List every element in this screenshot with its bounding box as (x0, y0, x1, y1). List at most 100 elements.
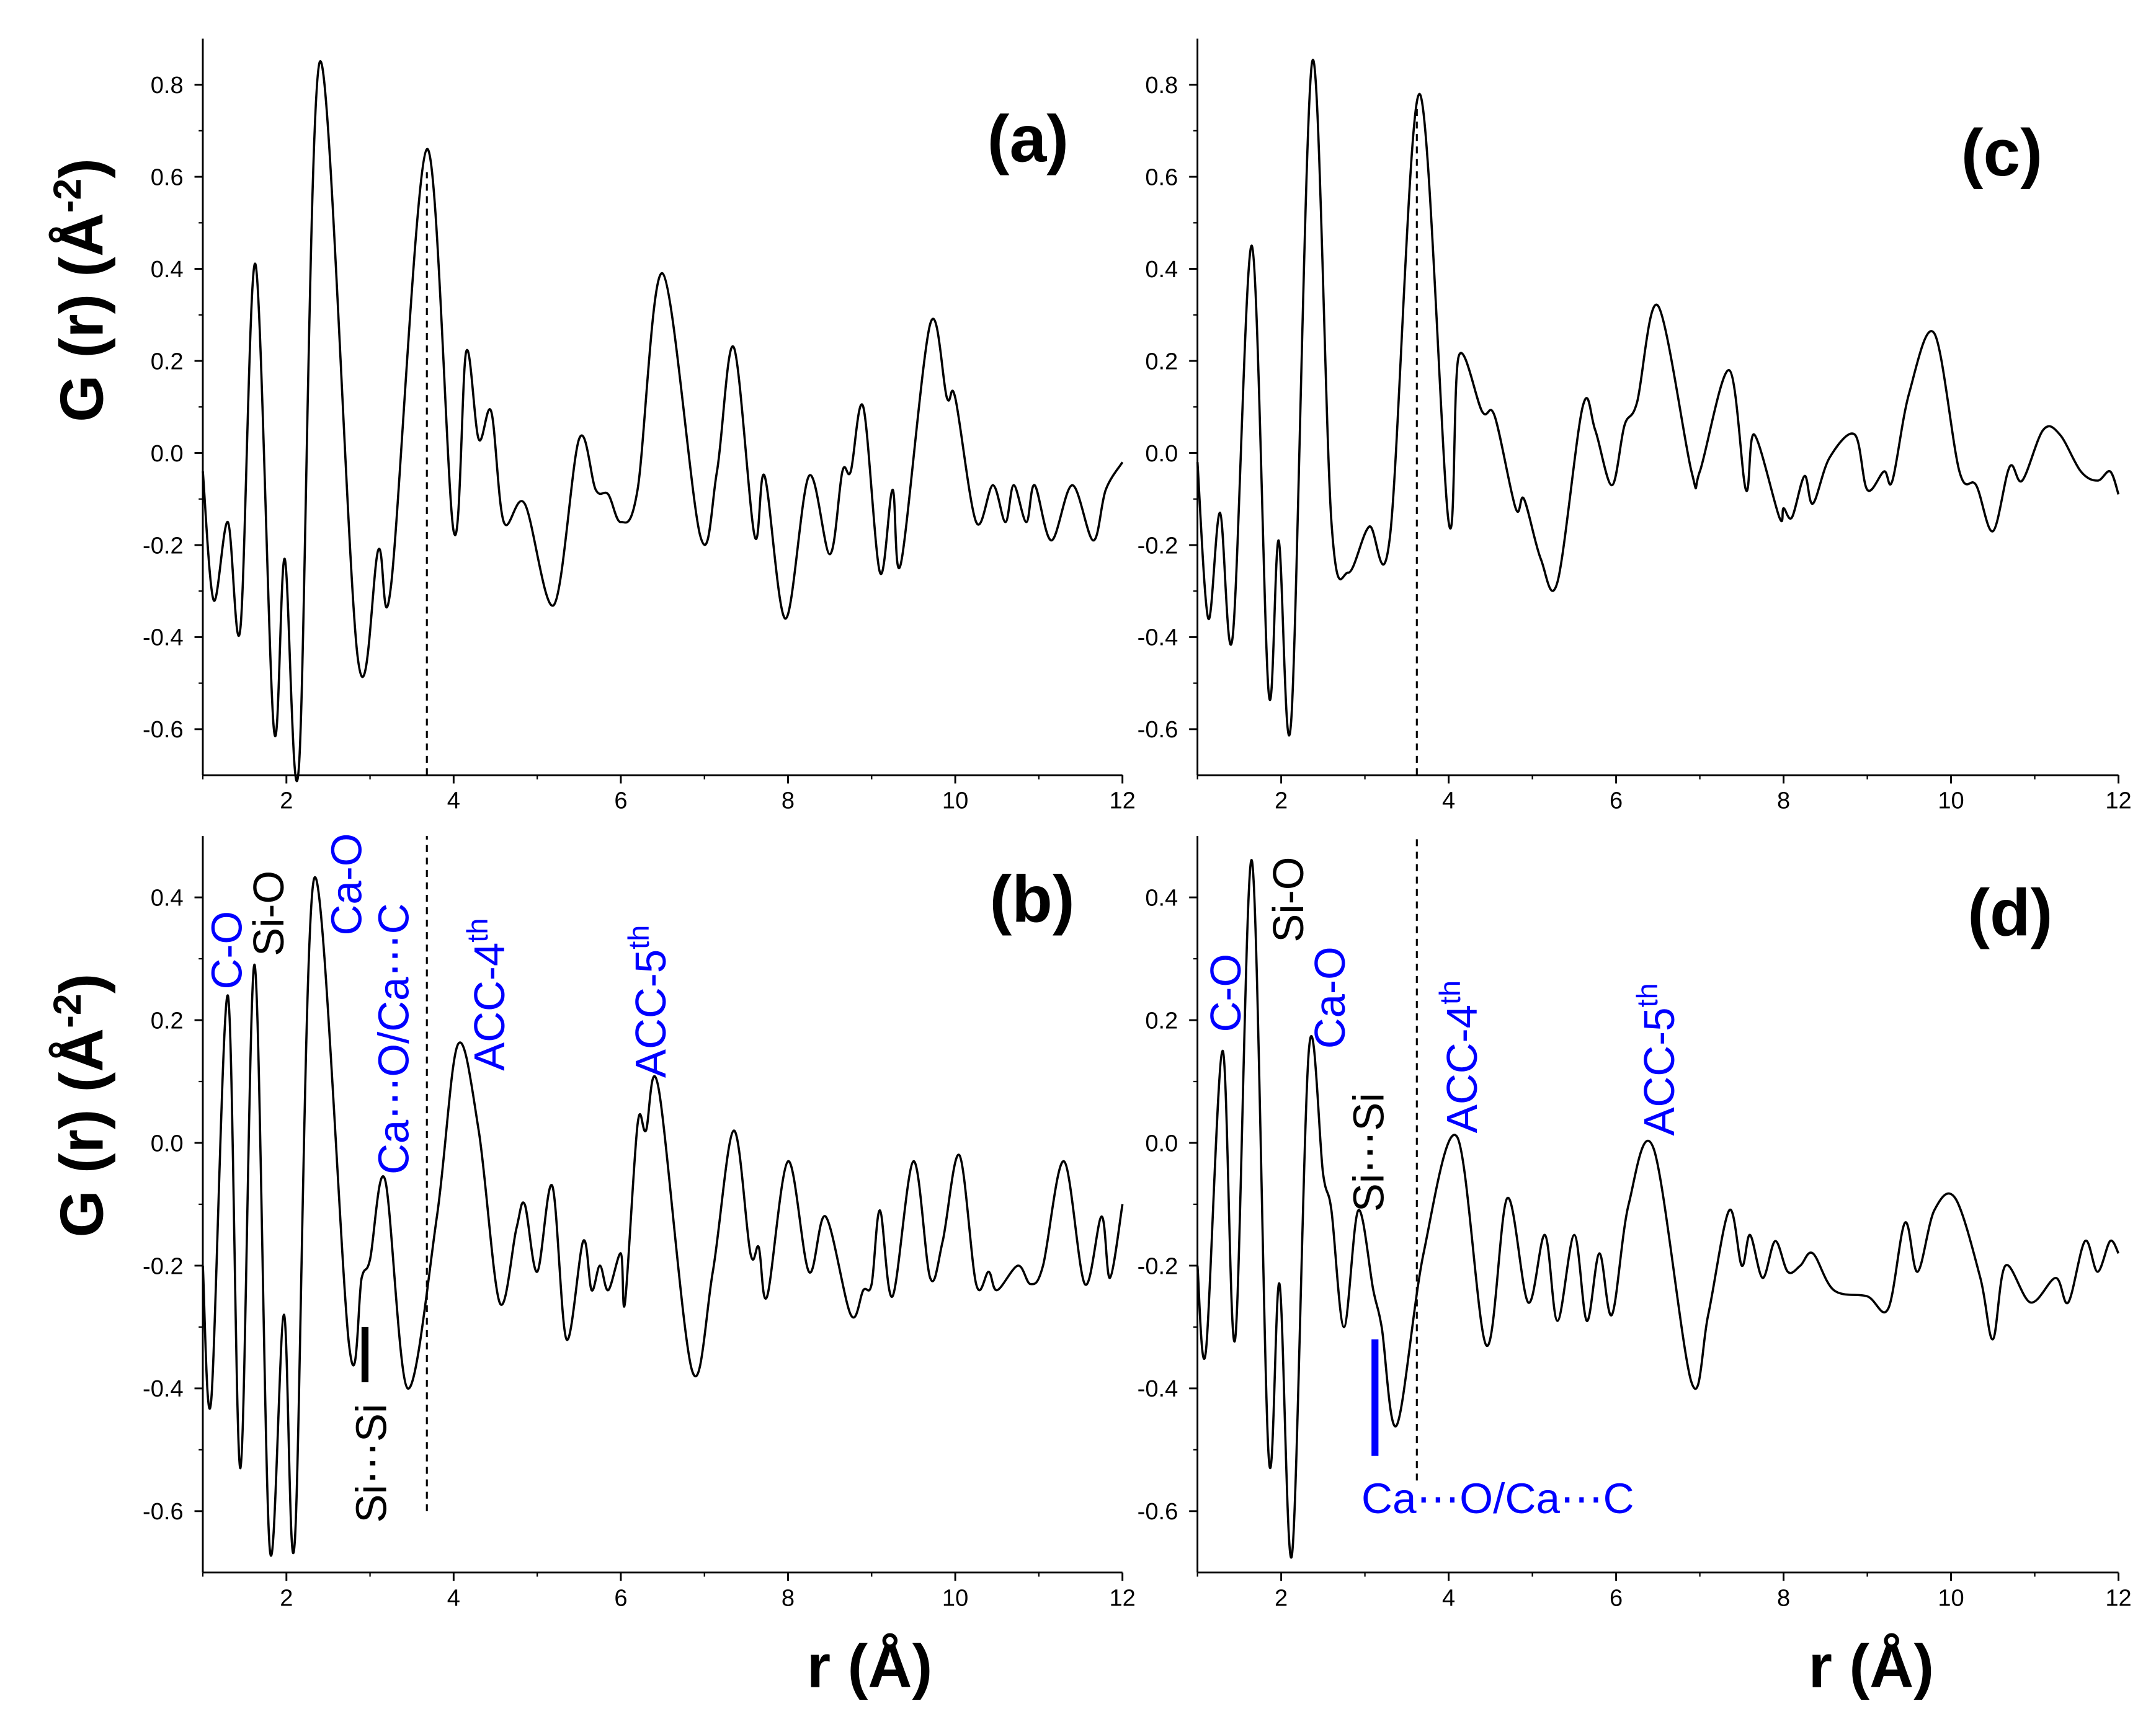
y-tick-label: 0.2 (1145, 349, 1178, 375)
x-tick-label: 8 (1777, 788, 1790, 814)
y-axis-label-sup: -2 (46, 179, 89, 213)
y-tick-label: 0.4 (1145, 257, 1178, 283)
annotation: ACC-4th (1434, 980, 1486, 1133)
annotation-text: C-O (203, 911, 251, 990)
panel: -0.6 -0.4 -0.2 0.0 0.2 0.4 2 4 6 8 10 12 (b) G (r) (Å… (46, 833, 1136, 1700)
y-tick-label: 0.8 (1145, 73, 1178, 99)
data-line (1196, 58, 2120, 737)
x-tick-label: 10 (1938, 788, 1964, 814)
annotation-sup: th (1631, 983, 1664, 1007)
x-tick-label: 8 (782, 788, 795, 814)
y-tick-label: -0.2 (1138, 533, 1178, 559)
x-tick-label: 6 (614, 788, 627, 814)
y-tick-label: 0.4 (151, 886, 184, 912)
y-tick-label: -0.4 (143, 1376, 184, 1402)
y-tick-label: 0.2 (151, 1008, 184, 1034)
x-tick-label: 12 (2105, 788, 2131, 814)
x-axis-label: r (Å) (807, 1632, 933, 1700)
annotation: Si⋯Si (347, 1404, 395, 1523)
x-tick-label: 4 (1442, 1585, 1455, 1611)
x-tick-label: 8 (1777, 1585, 1790, 1611)
x-tick-label: 2 (1275, 788, 1288, 814)
y-tick-label: -0.2 (143, 1253, 184, 1279)
annotation: ACC-5th (1631, 983, 1683, 1135)
y-tick-label: 0.2 (151, 349, 184, 375)
annotation: C-O (203, 911, 251, 990)
annotation: Si-O (1264, 857, 1312, 943)
x-tick-label: 2 (280, 1585, 293, 1611)
panel: -0.6 -0.4 -0.2 0.0 0.2 0.4 0.6 0.8 2 4 6 8 10 12 (c) (1138, 38, 2132, 814)
annotation-sup: th (623, 925, 655, 949)
annotation-sup: th (461, 918, 494, 943)
annotation: Ca⋯O/Ca⋯C (369, 903, 417, 1175)
annotation-text: Ca⋯O/Ca⋯C (369, 903, 417, 1175)
annotation-text: Si-O (1264, 857, 1312, 943)
annotation-text: ACC-4 (1438, 1005, 1486, 1133)
y-tick-label: -0.6 (143, 717, 184, 743)
annotation: C-O (1201, 954, 1250, 1033)
panel-label: (a) (987, 102, 1069, 176)
x-tick-label: 8 (782, 1585, 795, 1611)
x-tick-label: 10 (1938, 1585, 1964, 1611)
data-line (1196, 859, 2120, 1559)
y-tick-label: 0.2 (1145, 1008, 1178, 1034)
x-tick-label: 4 (447, 1585, 460, 1611)
annotation-text: C-O (1201, 954, 1250, 1033)
y-tick-label: 0.4 (151, 257, 184, 283)
y-axis-label-text: G (r) (Å (48, 213, 116, 422)
y-tick-label: -0.4 (143, 625, 184, 651)
y-tick-label: -0.4 (1138, 625, 1178, 651)
annotation-text: Ca⋯O/Ca⋯C (1361, 1474, 1634, 1522)
annotation: Si⋯Si (1345, 1093, 1393, 1212)
x-tick-label: 6 (614, 1585, 627, 1611)
annotation-text: Si⋯Si (1345, 1093, 1393, 1212)
y-tick-label: -0.4 (1138, 1376, 1178, 1402)
x-tick-label: 6 (1610, 788, 1623, 814)
x-tick-label: 2 (280, 788, 293, 814)
x-tick-label: 10 (942, 1585, 968, 1611)
x-tick-label: 12 (1109, 788, 1135, 814)
y-tick-label: -0.6 (1138, 717, 1178, 743)
panel: -0.6 -0.4 -0.2 0.0 0.2 0.4 2 4 6 8 10 12 (d) r (Å) C-O… (1138, 836, 2132, 1700)
y-tick-label: 0.6 (1145, 165, 1178, 191)
annotation-text: Si⋯Si (347, 1404, 395, 1523)
y-tick-label: 0.0 (1145, 1130, 1178, 1157)
y-tick-label: -0.2 (143, 533, 184, 559)
annotation-text: ACC-4 (465, 943, 514, 1071)
x-tick-label: 12 (1109, 1585, 1135, 1611)
data-line (202, 60, 1124, 783)
y-tick-label: 0.0 (1145, 441, 1178, 467)
y-axis-label-sup: -2 (46, 993, 89, 1028)
y-axis-label-end: ) (48, 974, 116, 994)
annotation: Ca-O (1306, 946, 1354, 1049)
y-tick-label: 0.0 (151, 1130, 184, 1157)
annotation: ACC-4th (461, 918, 514, 1071)
y-axis-label-end: ) (48, 158, 116, 179)
x-tick-label: 12 (2105, 1585, 2131, 1611)
x-tick-label: 6 (1610, 1585, 1623, 1611)
y-tick-label: -0.6 (143, 1499, 184, 1525)
annotation-text: Ca-O (322, 833, 370, 936)
y-tick-label: -0.2 (1138, 1253, 1178, 1279)
annotation-sup: th (1434, 980, 1466, 1005)
x-tick-label: 10 (942, 788, 968, 814)
annotation: Ca⋯O/Ca⋯C (1361, 1474, 1634, 1522)
annotation-text: ACC-5 (626, 949, 675, 1078)
x-tick-label: 2 (1275, 1585, 1288, 1611)
annotation-text: Ca-O (1306, 946, 1354, 1049)
annotation-text: ACC-5 (1635, 1007, 1683, 1135)
annotation-text: Si-O (244, 871, 293, 956)
y-axis-label: G (r) (Å-2) (46, 974, 116, 1238)
y-tick-label: -0.6 (1138, 1499, 1178, 1525)
y-tick-label: 0.0 (151, 441, 184, 467)
data-line (202, 876, 1124, 1557)
annotation: Si-O (244, 871, 293, 956)
y-axis-label: G (r) (Å-2) (46, 158, 116, 422)
y-tick-label: 0.6 (151, 165, 184, 191)
panel: -0.6 -0.4 -0.2 0.0 0.2 0.4 0.6 0.8 2 4 6 8 10 12 (a) G … (46, 38, 1136, 814)
x-axis-label: r (Å) (1809, 1632, 1935, 1700)
x-tick-label: 4 (447, 788, 460, 814)
y-tick-label: 0.8 (151, 73, 184, 99)
